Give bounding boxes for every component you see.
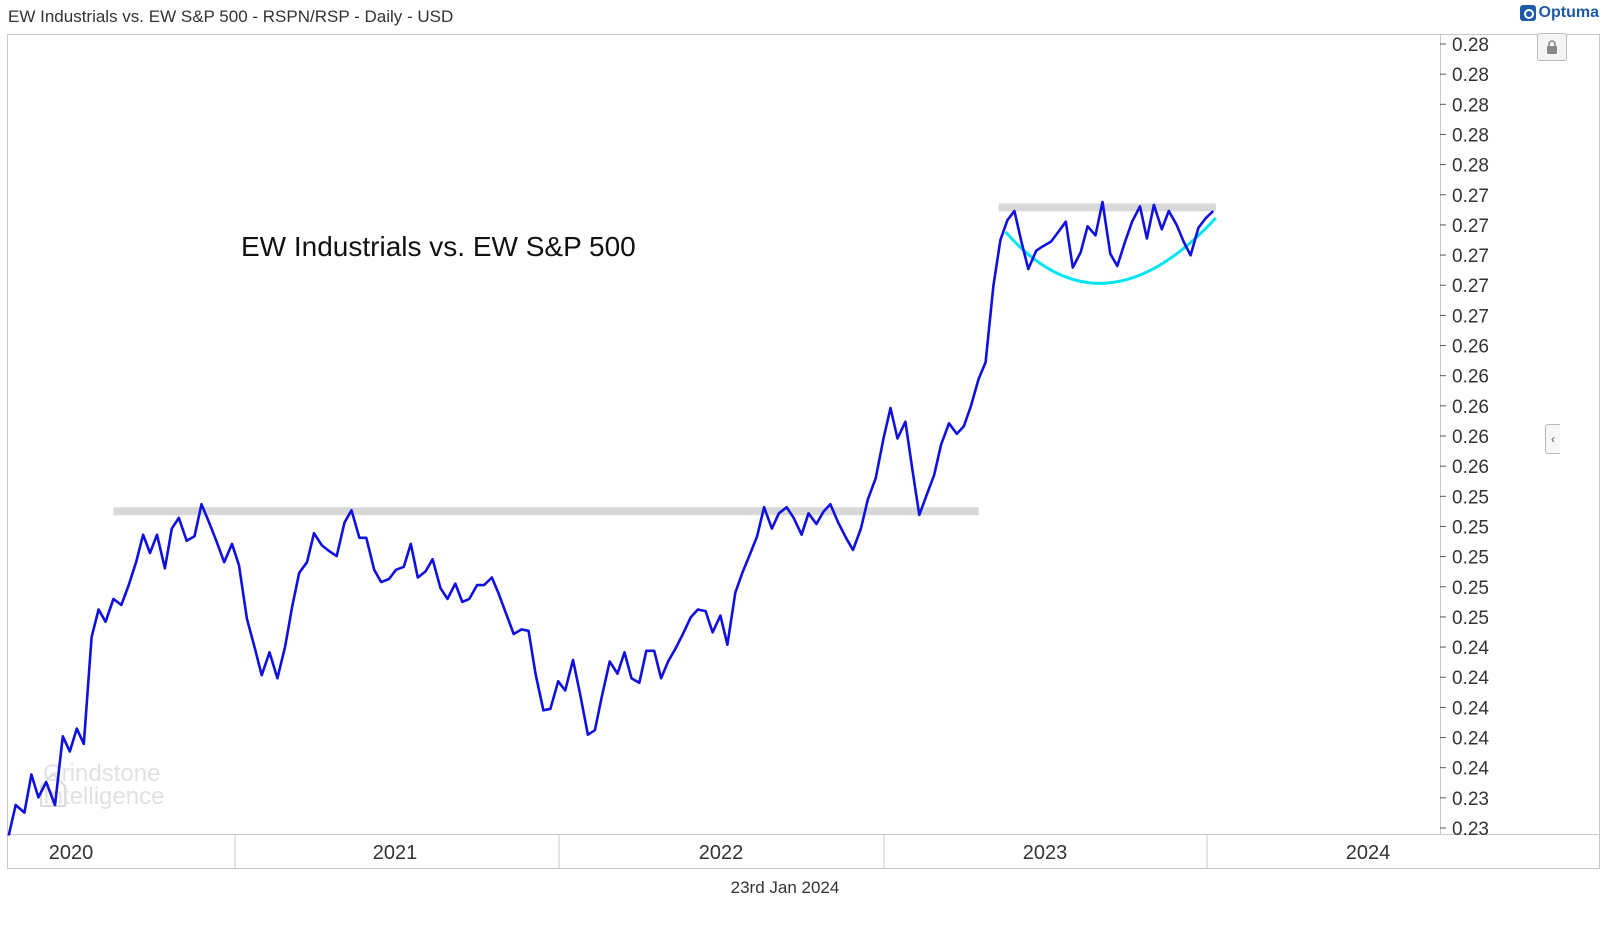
chart-header: EW Industrials vs. EW S&P 500 - RSPN/RSP… <box>0 0 1607 34</box>
optuma-logo-icon <box>1519 5 1536 21</box>
x-tick-label: 2022 <box>699 842 744 864</box>
series-line <box>7 200 1215 836</box>
watermark-line-1: Grindstone <box>43 760 160 787</box>
optuma-logo-text: Optuma <box>1538 4 1599 21</box>
y-tick-label: 0.25 <box>1452 487 1489 508</box>
x-tick-label: 2023 <box>1023 842 1068 864</box>
y-tick-label: 0.25 <box>1452 517 1489 538</box>
y-tick-label: 0.26 <box>1452 337 1489 358</box>
y-tick-label: 0.24 <box>1452 729 1489 750</box>
y-tick-label: 0.27 <box>1452 306 1489 327</box>
chevron-left-icon: ‹ <box>1551 432 1555 446</box>
y-tick-label: 0.24 <box>1452 668 1489 689</box>
y-tick-label: 0.26 <box>1452 427 1489 448</box>
y-tick-label: 0.25 <box>1452 578 1489 599</box>
chart-title: EW Industrials vs. EW S&P 500 - RSPN/RSP… <box>8 7 454 26</box>
watermark-line-2: Intelligence <box>43 783 164 810</box>
y-tick-label: 0.28 <box>1452 125 1489 146</box>
y-tick-label: 0.27 <box>1452 246 1489 267</box>
resistance-zone-2 <box>998 203 1216 212</box>
chart-border <box>7 34 1600 869</box>
y-tick-label: 0.23 <box>1452 819 1489 840</box>
y-tick-label: 0.23 <box>1452 789 1489 810</box>
y-tick-label: 0.28 <box>1452 95 1489 116</box>
y-tick-label: 0.28 <box>1452 156 1489 177</box>
x-tick-label: 2024 <box>1346 842 1391 864</box>
y-tick-label: 0.24 <box>1452 638 1489 659</box>
y-tick-label: 0.28 <box>1452 65 1489 86</box>
y-tick-label: 0.28 <box>1452 35 1489 56</box>
collapse-panel-button[interactable]: ‹ <box>1545 424 1560 454</box>
y-tick-label: 0.27 <box>1452 276 1489 297</box>
y-tick-label: 0.26 <box>1452 397 1489 418</box>
y-tick-label: 0.25 <box>1452 608 1489 629</box>
chart-area[interactable]: Grindstone Intelligence EW Industrials vs.… <box>7 34 1600 869</box>
x-tick-label: 2020 <box>49 842 94 864</box>
y-tick-label: 0.24 <box>1452 698 1489 719</box>
y-tick-label: 0.24 <box>1452 759 1489 780</box>
watermark-icon <box>40 772 66 807</box>
chart-date: 23rd Jan 2024 <box>730 878 840 897</box>
y-tick-label: 0.26 <box>1452 367 1489 388</box>
optuma-logo: Optuma <box>1519 4 1599 22</box>
lock-icon <box>1547 40 1557 54</box>
y-tick-label: 0.25 <box>1452 548 1489 569</box>
lock-scale-button[interactable] <box>1537 33 1567 61</box>
y-tick-label: 0.27 <box>1452 216 1489 237</box>
chart-annotation: EW Industrials vs. EW S&P 500 <box>241 231 636 262</box>
resistance-zone-1 <box>113 507 979 516</box>
y-tick-label: 0.27 <box>1452 186 1489 207</box>
y-tick-label: 0.26 <box>1452 457 1489 478</box>
x-tick-label: 2021 <box>373 842 418 864</box>
